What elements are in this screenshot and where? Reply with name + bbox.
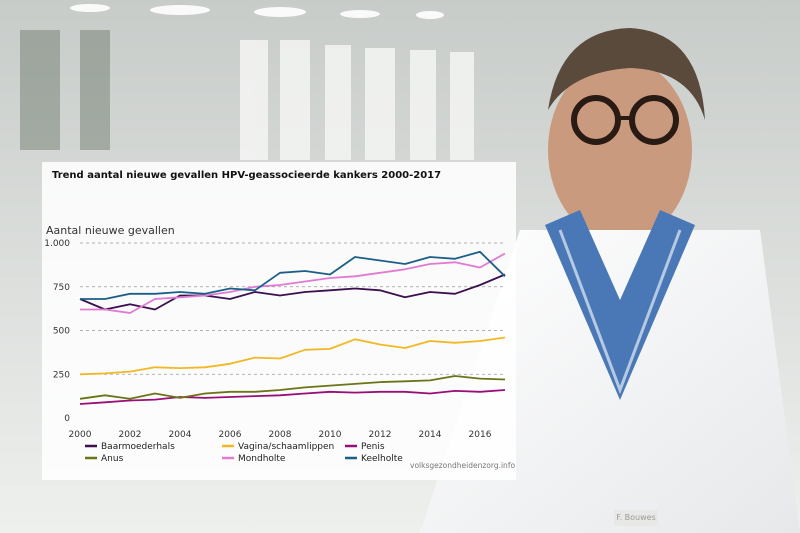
- series-line-mondholte: [80, 252, 506, 314]
- y-tick-label: 500: [53, 327, 70, 337]
- y-tick-label: 1.000: [44, 239, 70, 249]
- x-tick-label: 2010: [319, 430, 342, 440]
- series-line-vagina-schaamlippen: [79, 336, 506, 376]
- legend-label: Vagina/schaamlippen: [238, 442, 334, 452]
- x-tick-label: 2014: [419, 430, 442, 440]
- series-line-anus: [79, 375, 506, 400]
- legend-label: Anus: [101, 454, 124, 464]
- y-tick-label: 0: [64, 414, 70, 424]
- chart-title: Trend aantal nieuwe gevallen HPV-geassoc…: [52, 170, 442, 181]
- x-tick-label: 2008: [269, 430, 292, 440]
- legend-label: Mondholte: [238, 454, 286, 464]
- legend-label: Keelholte: [361, 454, 403, 464]
- x-tick-label: 2004: [169, 430, 192, 440]
- legend-label: Baarmoederhals: [101, 442, 175, 452]
- y-tick-label: 750: [53, 283, 70, 293]
- legend-label: Penis: [361, 442, 385, 452]
- series-line-keelholte: [80, 250, 506, 300]
- series-line-baarmoederhals: [79, 273, 506, 311]
- y-axis-label: Aantal nieuwe gevallen: [46, 224, 175, 237]
- x-tick-label: 2012: [369, 430, 392, 440]
- chart-panel: [42, 162, 516, 480]
- x-tick-label: 2016: [469, 430, 492, 440]
- x-tick-label: 2002: [119, 430, 142, 440]
- y-tick-label: 250: [53, 370, 70, 380]
- x-tick-label: 2006: [219, 430, 242, 440]
- name-badge: F. Bouwes: [614, 510, 658, 526]
- x-tick-label: 2000: [69, 430, 92, 440]
- source-credit: volksgezondheidenzorg.info: [410, 461, 516, 470]
- series-line-penis: [79, 389, 506, 405]
